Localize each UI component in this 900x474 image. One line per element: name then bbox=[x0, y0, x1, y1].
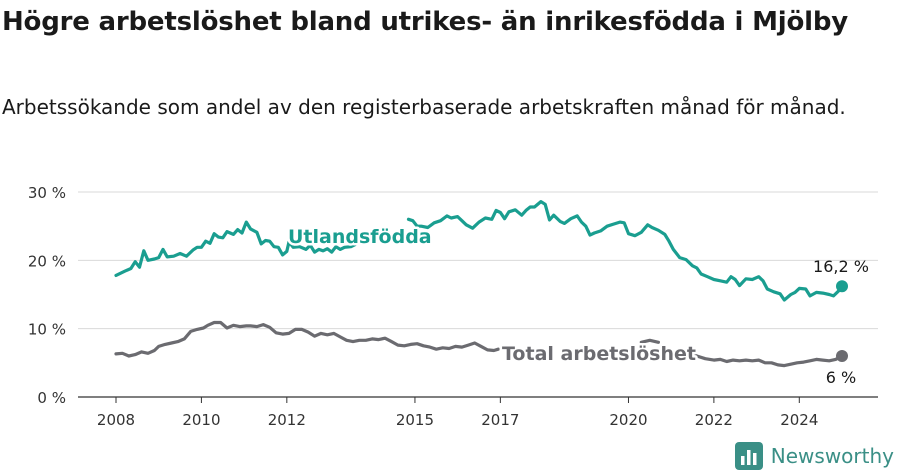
series-label-total: Total arbetslöshet bbox=[502, 343, 696, 365]
y-tick-label: 10 % bbox=[28, 321, 66, 339]
x-tick-label: 2012 bbox=[268, 411, 306, 429]
newsworthy-logo-icon bbox=[734, 442, 763, 470]
series-line-utlandsfodda bbox=[114, 220, 357, 277]
series-end-point bbox=[836, 350, 848, 362]
end-value-total: 6 % bbox=[826, 368, 856, 387]
series-line-total bbox=[639, 338, 660, 344]
newsworthy-brand: Newsworthy bbox=[734, 440, 894, 472]
y-tick-label: 0 % bbox=[37, 389, 66, 407]
series-line-total bbox=[686, 350, 844, 368]
series-end-point bbox=[836, 280, 848, 293]
y-tick-label: 30 % bbox=[28, 184, 66, 202]
series-label-total-halo: Total arbetslöshet bbox=[502, 343, 696, 365]
chart-subtitle: Arbetssökande som andel av den registerb… bbox=[2, 95, 846, 119]
brand-name: Newsworthy bbox=[770, 444, 894, 468]
x-tick-label: 2020 bbox=[609, 411, 647, 429]
x-tick-label: 2010 bbox=[182, 411, 220, 429]
y-tick-label: 20 % bbox=[28, 252, 66, 270]
x-tick-label: 2022 bbox=[695, 411, 733, 429]
x-tick-label: 2015 bbox=[396, 411, 434, 429]
chart-title: Högre arbetslöshet bland utrikes- än inr… bbox=[2, 7, 849, 37]
x-tick-label: 2017 bbox=[481, 411, 519, 429]
series-line-utlandsfodda bbox=[406, 200, 844, 302]
end-value-utlandsfodda: 16,2 % bbox=[813, 257, 869, 276]
series-label-utlandsfodda: Utlandsfödda bbox=[288, 226, 432, 248]
x-tick-label: 2024 bbox=[780, 411, 818, 429]
x-tick-label: 2008 bbox=[97, 411, 135, 429]
series-line-total bbox=[114, 320, 500, 358]
series-label-utlandsfodda-halo: Utlandsfödda bbox=[288, 226, 432, 248]
